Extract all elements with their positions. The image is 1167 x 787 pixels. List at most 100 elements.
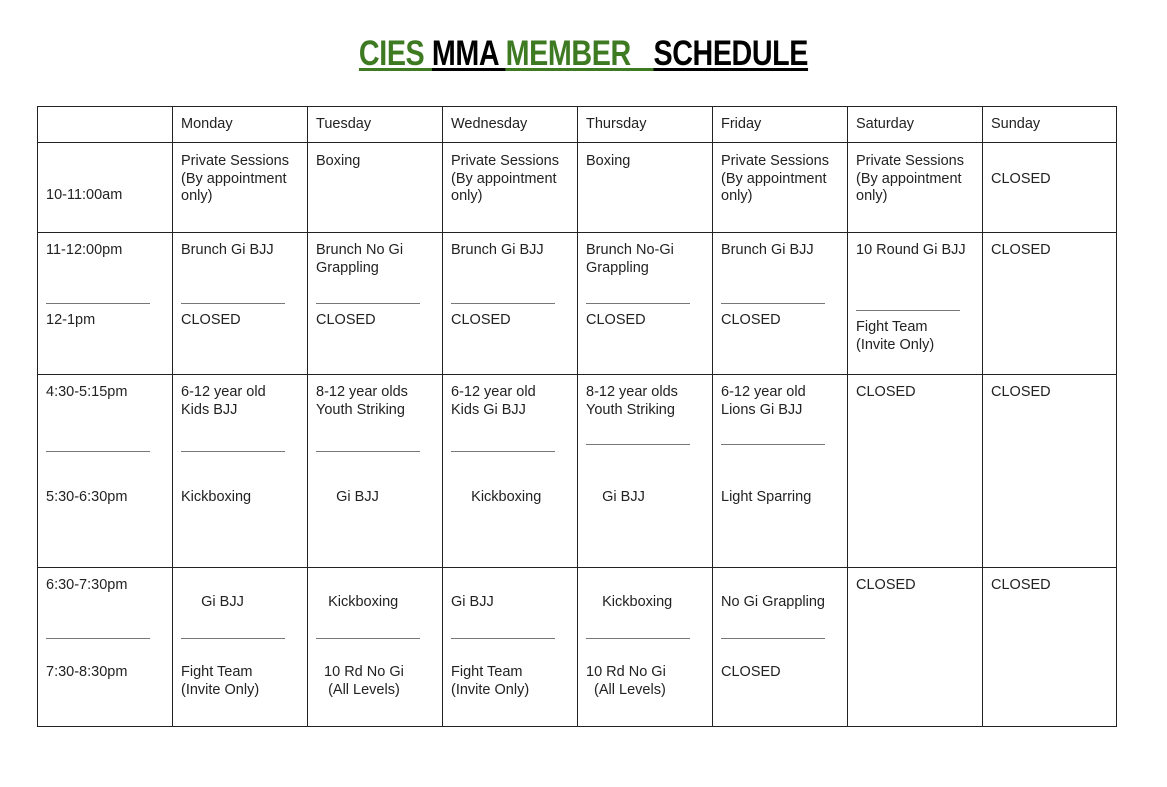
- class-cell: 6-12 year old Kids BJJ Kickboxing: [172, 374, 308, 568]
- class-cell: CLOSED: [982, 567, 1117, 727]
- class-label: CLOSED: [721, 312, 781, 328]
- class-label: 10 Round Gi BJJ: [856, 242, 966, 258]
- class-label: Brunch Gi BJJ: [721, 242, 814, 258]
- class-label: CLOSED: [991, 384, 1051, 400]
- header-cell: Thursday: [577, 106, 713, 143]
- header-cell: Sunday: [982, 106, 1117, 143]
- header-cell: Wednesday: [442, 106, 578, 143]
- class-cell: CLOSED: [847, 567, 983, 727]
- table-row: 11-12:00pm 12-1pm Brunch Gi BJJ CLOSED Brunc…: [37, 232, 1117, 375]
- title-part: CIES: [358, 34, 432, 73]
- class-label: CLOSED: [991, 170, 1051, 187]
- header-cell: Saturday: [847, 106, 983, 143]
- time-label: 10-11:00am: [46, 187, 123, 203]
- class-label: CLOSED: [856, 384, 916, 400]
- class-cell: Kickboxing 10 Rd No Gi (All Levels): [577, 567, 713, 727]
- class-cell: CLOSED: [982, 142, 1117, 233]
- divider: [586, 303, 690, 304]
- class-cell: CLOSED: [982, 232, 1117, 375]
- header-cell: Tuesday: [307, 106, 443, 143]
- class-label: Fight Team (Invite Only): [181, 664, 260, 698]
- time-cell: 10-11:00am: [37, 142, 173, 233]
- header-cell: Monday: [172, 106, 308, 143]
- class-label: 8-12 year olds Youth Striking: [316, 384, 408, 418]
- class-label: No Gi Grappling: [721, 594, 825, 610]
- class-label: CLOSED: [451, 312, 511, 328]
- class-label: Brunch Gi BJJ: [451, 242, 544, 258]
- divider: [316, 303, 420, 304]
- divider: [451, 451, 555, 452]
- class-label: Gi BJJ: [451, 594, 494, 610]
- class-label: Brunch Gi BJJ: [181, 242, 274, 258]
- table-row: 4:30-5:15pm 5:30-6:30pm 6-12 year old Kids…: [37, 374, 1117, 568]
- time-label: 7:30-8:30pm: [46, 664, 128, 680]
- class-label: CLOSED: [856, 577, 916, 593]
- class-label: CLOSED: [991, 242, 1051, 258]
- class-label: Kickboxing: [181, 489, 252, 505]
- class-label: Boxing: [316, 153, 361, 169]
- class-cell: Gi BJJ Fight Team (Invite Only): [442, 567, 578, 727]
- time-cell: 6:30-7:30pm 7:30-8:30pm: [37, 567, 173, 727]
- class-label: Private Sessions (By appointment only): [856, 153, 964, 204]
- class-label: Brunch No Gi Grappling: [316, 242, 404, 276]
- class-label: Private Sessions (By appointment only): [451, 153, 559, 204]
- divider: [451, 303, 555, 304]
- class-label: Private Sessions (By appointment only): [721, 153, 829, 204]
- day-label: Thursday: [586, 116, 647, 132]
- header-cell: [37, 106, 173, 143]
- divider: [586, 444, 690, 445]
- class-cell: CLOSED: [982, 374, 1117, 568]
- class-cell: No Gi Grappling CLOSED: [712, 567, 848, 727]
- title-part: MEMBER: [505, 34, 654, 73]
- time-label: 12-1pm: [46, 312, 96, 328]
- divider: [721, 638, 825, 639]
- header-cell: Friday: [712, 106, 848, 143]
- class-label: Brunch No-Gi Grappling: [586, 242, 674, 276]
- class-cell: Brunch No Gi Grappling CLOSED: [307, 232, 443, 375]
- divider: [316, 451, 420, 452]
- day-label: Wednesday: [451, 116, 528, 132]
- class-label: CLOSED: [586, 312, 646, 328]
- class-cell: Gi BJJ Fight Team (Invite Only): [172, 567, 308, 727]
- class-cell: Private Sessions (By appointment only): [847, 142, 983, 233]
- class-label: Light Sparring: [721, 489, 812, 505]
- class-label: Gi BJJ: [316, 489, 379, 505]
- title-part: SCHEDULE: [653, 34, 809, 73]
- divider: [46, 638, 150, 639]
- class-label: 10 Rd No Gi (All Levels): [324, 664, 404, 698]
- class-label: 6-12 year old Kids BJJ: [181, 384, 266, 418]
- class-label: CLOSED: [991, 577, 1051, 593]
- class-cell: Private Sessions (By appointment only): [712, 142, 848, 233]
- table-row: 10-11:00am Private Sessions (By appointme…: [37, 142, 1117, 233]
- divider: [181, 451, 285, 452]
- divider: [721, 444, 825, 445]
- class-cell: 6-12 year old Lions Gi BJJ Light Sparring: [712, 374, 848, 568]
- divider: [46, 303, 150, 304]
- class-cell: 8-12 year olds Youth Striking Gi BJJ: [307, 374, 443, 568]
- class-cell: Brunch No-Gi Grappling CLOSED: [577, 232, 713, 375]
- class-cell: Brunch Gi BJJ CLOSED: [712, 232, 848, 375]
- time-label: 6:30-7:30pm: [46, 577, 128, 593]
- time-cell: 4:30-5:15pm 5:30-6:30pm: [37, 374, 173, 568]
- class-cell: Brunch Gi BJJ CLOSED: [442, 232, 578, 375]
- time-label: 11-12:00pm: [46, 242, 123, 258]
- class-label: Gi BJJ: [586, 489, 645, 505]
- time-label: 5:30-6:30pm: [46, 489, 128, 505]
- title-part: MMA: [431, 34, 506, 73]
- class-label: Fight Team (Invite Only): [856, 319, 935, 353]
- table-row: 6:30-7:30pm 7:30-8:30pm Gi BJJ Fight Team …: [37, 567, 1117, 727]
- schedule-table: Monday Tuesday Wednesday Thursday Friday Satu…: [37, 106, 1117, 727]
- day-label: Sunday: [991, 116, 1041, 132]
- class-label: 8-12 year olds Youth Striking: [586, 384, 678, 418]
- class-label: CLOSED: [181, 312, 241, 328]
- class-label: CLOSED: [316, 312, 376, 328]
- divider: [856, 310, 960, 311]
- day-label: Friday: [721, 116, 762, 132]
- divider: [451, 638, 555, 639]
- divider: [721, 303, 825, 304]
- header-row: Monday Tuesday Wednesday Thursday Friday Satu…: [37, 106, 1117, 143]
- class-cell: Brunch Gi BJJ CLOSED: [172, 232, 308, 375]
- class-label: Private Sessions (By appointment only): [181, 153, 289, 204]
- class-cell: 10 Round Gi BJJ Fight Team (Invite Only): [847, 232, 983, 375]
- time-cell: 11-12:00pm 12-1pm: [37, 232, 173, 375]
